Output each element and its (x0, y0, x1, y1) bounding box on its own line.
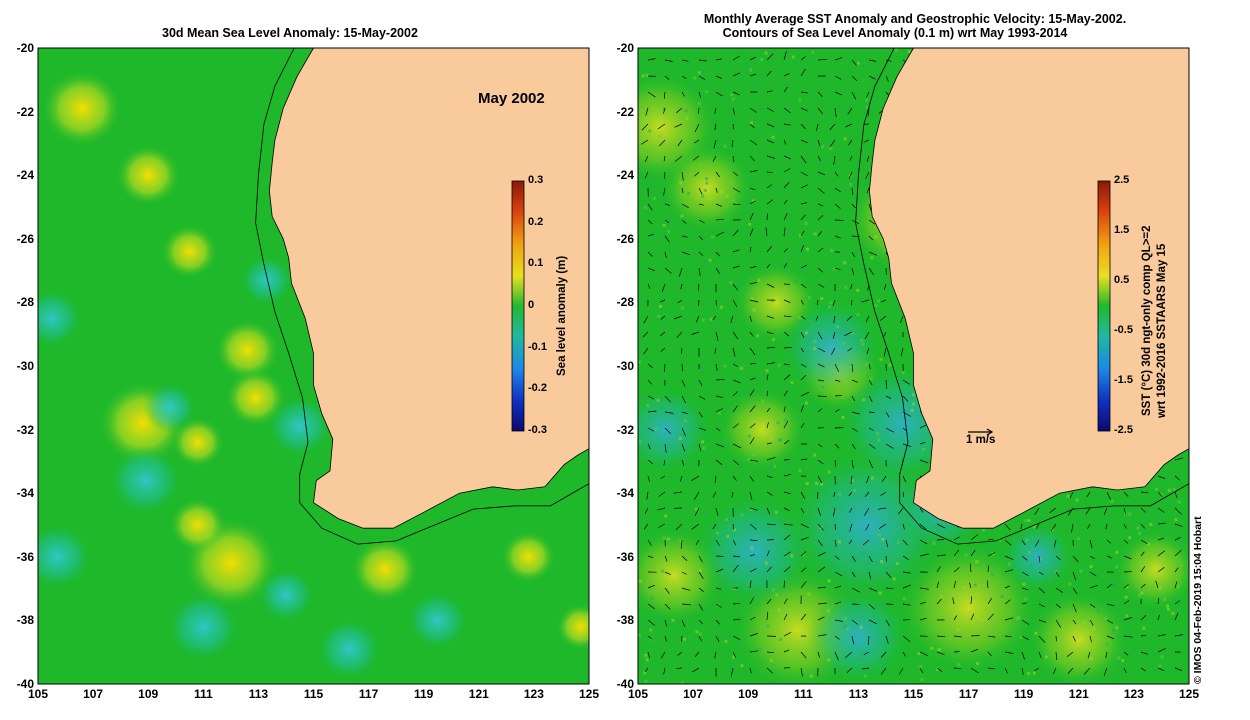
imos-credit: © IMOS 04-Feb-2019 15:04 Hobart (1192, 516, 1204, 684)
lat-tick-label: -20 (616, 41, 634, 55)
colorbar-tick-label: 0.5 (1114, 274, 1130, 286)
month-inset-label: May 2002 (478, 90, 545, 107)
left-map-title: 30d Mean Sea Level Anomaly: 15-May-2002 (162, 26, 418, 40)
sst-colorbar (1097, 180, 1111, 432)
lon-tick-label: 125 (578, 687, 600, 701)
lat-tick-label: -26 (16, 231, 34, 246)
colorbar-tick-label: 0 (528, 299, 535, 311)
lat-tick-label: -34 (16, 486, 34, 501)
right-map-title-line2: Contours of Sea Level Anomaly (0.1 m) wr… (722, 26, 1068, 40)
lon-tick-label: 109 (738, 687, 759, 701)
lat-tick-label: -32 (16, 422, 34, 437)
sla-colorbar (511, 180, 525, 432)
lon-tick-label: 113 (248, 687, 269, 701)
lon-tick-label: 121 (468, 687, 489, 701)
colorbar-tick-label: -1.5 (1114, 374, 1133, 386)
lat-tick-label: -22 (616, 104, 634, 119)
lon-tick-label: 121 (1068, 687, 1089, 701)
lon-tick-label: 123 (523, 687, 544, 701)
lat-tick-label: -40 (616, 677, 634, 691)
sst-colorbar-label-line1: SST (°C) 30d ngt-only comp QL>=2 (1141, 225, 1153, 416)
lon-tick-label: 109 (138, 687, 159, 701)
lon-tick-label: 105 (27, 687, 49, 701)
lon-tick-label: 117 (358, 687, 379, 701)
lat-tick-label: -30 (616, 359, 634, 373)
vector-scale-arrow (968, 428, 994, 436)
lon-tick-label: 125 (1178, 687, 1200, 701)
lat-tick-label: -24 (616, 168, 634, 183)
colorbar-tick-label: 0.1 (528, 257, 544, 270)
lat-tick-label: -20 (16, 41, 34, 55)
lon-tick-label: 111 (193, 687, 213, 701)
sla-colorbar-label: Sea level anomaly (m) (556, 255, 568, 376)
lat-tick-label: -26 (616, 231, 634, 246)
lat-tick-label: -36 (16, 549, 34, 564)
lon-tick-label: 115 (303, 687, 324, 701)
lon-tick-label: 111 (793, 687, 813, 701)
lon-tick-label: 107 (83, 687, 104, 701)
lon-tick-label: 119 (414, 687, 434, 701)
colorbar-tick-label: 1.5 (1114, 224, 1130, 236)
lat-tick-label: -36 (616, 549, 634, 564)
lat-tick-label: -28 (16, 295, 34, 310)
colorbar-tick-label: -0.5 (1114, 324, 1133, 336)
colorbar-tick-label: 2.5 (1114, 174, 1130, 186)
vector-scale-label: 1 m/s (966, 434, 996, 446)
lon-tick-label: 113 (848, 687, 869, 701)
colorbar-tick-label: 0.3 (528, 174, 544, 186)
sst-colorbar-label-line2: wrt 1992-2016 SSTAARS May 15 (1156, 243, 1168, 418)
lon-tick-label: 117 (958, 687, 979, 701)
lat-tick-label: -40 (16, 677, 34, 691)
lat-tick-label: -32 (616, 422, 634, 437)
sea-level-anomaly-map (37, 47, 590, 685)
colorbar-tick-label: -0.3 (528, 424, 547, 436)
colorbar-tick-label: -0.2 (528, 382, 547, 395)
colorbar-tick-label: -0.1 (528, 340, 547, 353)
lat-tick-label: -34 (616, 486, 634, 501)
lat-tick-label: -24 (16, 168, 34, 183)
colorbar-tick-label: 0.2 (528, 215, 544, 228)
right-map-title-line1: Monthly Average SST Anomaly and Geostrop… (703, 12, 1127, 26)
lon-tick-label: 115 (903, 687, 924, 701)
lat-tick-label: -38 (16, 613, 34, 628)
colorbar-tick-label: -2.5 (1114, 424, 1133, 436)
lon-tick-label: 107 (683, 687, 704, 701)
lon-tick-label: 119 (1014, 687, 1034, 701)
lon-tick-label: 105 (627, 687, 649, 701)
lat-tick-label: -38 (616, 613, 634, 628)
lat-tick-label: -30 (16, 359, 34, 373)
lat-tick-label: -28 (616, 295, 634, 310)
lon-tick-label: 123 (1123, 687, 1144, 701)
lat-tick-label: -22 (16, 104, 34, 119)
